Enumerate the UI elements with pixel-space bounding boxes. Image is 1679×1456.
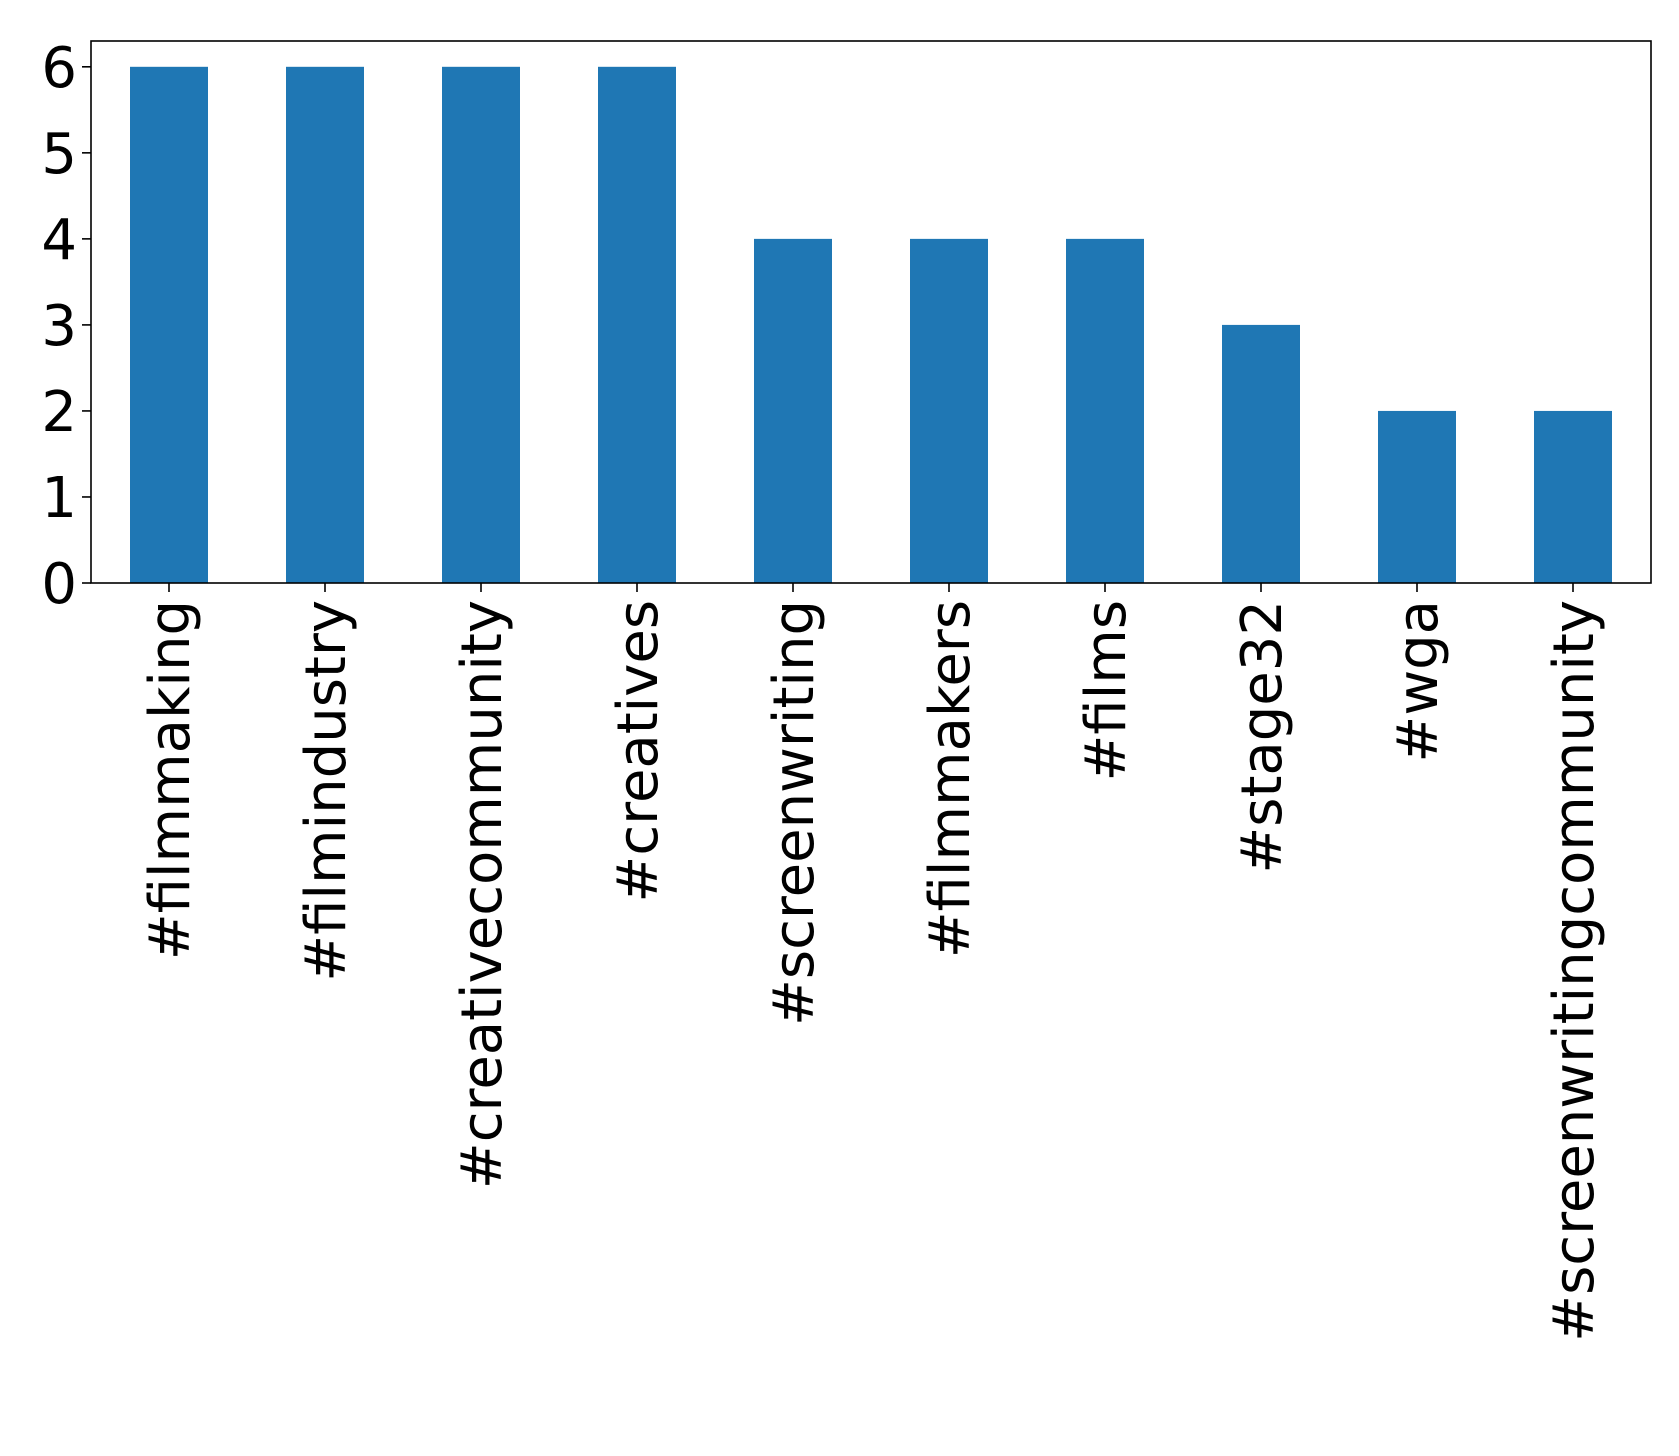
y-tick-label-3: 3 (41, 294, 77, 359)
x-tick-label-8: #wga (1386, 600, 1451, 763)
bar-1 (286, 66, 364, 584)
x-tick-label-7: #stage32 (1230, 600, 1295, 874)
y-tick-label-4: 4 (41, 208, 77, 273)
y-tick-label-2: 2 (41, 380, 77, 445)
y-tick-label-1: 1 (41, 466, 77, 531)
plot-frame (90, 40, 1652, 584)
bar-0 (130, 66, 208, 584)
x-tick-label-0: #filmmaking (138, 600, 203, 960)
y-tick-label-6: 6 (41, 36, 77, 101)
bar-3 (598, 66, 676, 584)
bar-4 (754, 238, 832, 583)
bar-7 (1222, 324, 1300, 583)
x-tick-label-4: #screenwriting (762, 600, 827, 1026)
x-tick-label-2: #creativecommunity (450, 600, 515, 1189)
x-tick-label-5: #filmmakers (918, 600, 983, 958)
y-axis: 0 1 2 3 4 5 6 (41, 36, 91, 617)
y-tick-label-5: 5 (41, 122, 77, 187)
x-tick-label-3: #creatives (606, 600, 671, 903)
x-axis: #filmmaking #filmindustry #creativecommuni… (138, 583, 1607, 1342)
bar-6 (1066, 238, 1144, 583)
bar-5 (910, 238, 988, 583)
x-tick-label-1: #filmindustry (294, 600, 359, 982)
bar-9 (1534, 410, 1612, 583)
x-tick-label-6: #films (1074, 600, 1139, 781)
bar-2 (442, 66, 520, 584)
bar-8 (1378, 410, 1456, 583)
x-tick-label-9: #screenwritingcommunity (1542, 600, 1607, 1342)
y-tick-label-0: 0 (41, 552, 77, 617)
bars-layer (130, 66, 1612, 584)
